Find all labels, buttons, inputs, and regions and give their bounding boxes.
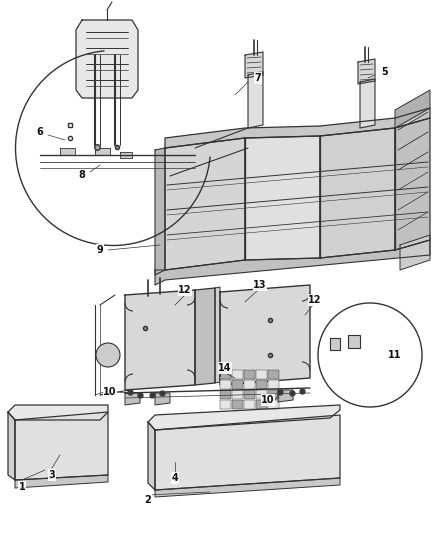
- Polygon shape: [125, 290, 195, 390]
- Polygon shape: [395, 118, 430, 250]
- Text: 8: 8: [78, 170, 85, 180]
- Polygon shape: [220, 390, 231, 399]
- Text: 9: 9: [97, 245, 103, 255]
- Polygon shape: [155, 240, 430, 285]
- Text: 1: 1: [19, 482, 25, 492]
- Text: 12: 12: [308, 295, 322, 305]
- Polygon shape: [232, 370, 243, 379]
- Polygon shape: [232, 390, 243, 399]
- Text: 2: 2: [145, 495, 152, 505]
- Text: 10: 10: [261, 395, 275, 405]
- Polygon shape: [268, 390, 279, 399]
- Polygon shape: [220, 380, 231, 389]
- Polygon shape: [330, 338, 340, 350]
- Polygon shape: [220, 370, 231, 379]
- Text: 7: 7: [254, 73, 261, 83]
- Text: 3: 3: [49, 470, 55, 480]
- Polygon shape: [195, 288, 215, 385]
- Polygon shape: [155, 415, 340, 490]
- Text: 4: 4: [172, 473, 178, 483]
- Polygon shape: [8, 405, 108, 420]
- Polygon shape: [232, 380, 243, 389]
- Polygon shape: [15, 475, 108, 488]
- Polygon shape: [245, 52, 263, 78]
- Polygon shape: [278, 390, 293, 402]
- Polygon shape: [60, 148, 75, 155]
- Text: 6: 6: [37, 127, 43, 137]
- Polygon shape: [95, 148, 110, 155]
- Polygon shape: [244, 390, 255, 399]
- Polygon shape: [165, 108, 430, 148]
- Text: 13: 13: [253, 280, 267, 290]
- Polygon shape: [244, 400, 255, 409]
- Polygon shape: [395, 90, 430, 128]
- Polygon shape: [268, 380, 279, 389]
- Polygon shape: [155, 393, 170, 405]
- Polygon shape: [220, 400, 231, 409]
- Circle shape: [318, 303, 422, 407]
- Polygon shape: [245, 136, 320, 260]
- Text: 10: 10: [103, 387, 117, 397]
- Polygon shape: [256, 400, 267, 409]
- Polygon shape: [348, 335, 360, 348]
- Polygon shape: [268, 370, 279, 379]
- Text: 11: 11: [388, 350, 402, 360]
- Polygon shape: [358, 59, 375, 84]
- Polygon shape: [248, 72, 263, 128]
- Polygon shape: [256, 370, 267, 379]
- Polygon shape: [244, 370, 255, 379]
- Circle shape: [96, 343, 120, 367]
- Polygon shape: [76, 20, 138, 98]
- Polygon shape: [148, 405, 340, 430]
- Polygon shape: [15, 412, 108, 480]
- Polygon shape: [148, 422, 155, 490]
- Polygon shape: [125, 393, 140, 405]
- Text: 12: 12: [178, 285, 192, 295]
- Polygon shape: [8, 412, 15, 480]
- Polygon shape: [400, 235, 430, 270]
- Polygon shape: [215, 287, 220, 383]
- Polygon shape: [155, 148, 165, 275]
- Polygon shape: [120, 152, 132, 158]
- Text: 5: 5: [381, 67, 389, 77]
- Polygon shape: [256, 390, 267, 399]
- Polygon shape: [256, 380, 267, 389]
- Polygon shape: [268, 400, 279, 409]
- Polygon shape: [320, 128, 395, 258]
- Text: 14: 14: [218, 363, 232, 373]
- Polygon shape: [220, 285, 310, 385]
- Polygon shape: [232, 400, 243, 409]
- Polygon shape: [155, 478, 340, 497]
- Polygon shape: [244, 380, 255, 389]
- Polygon shape: [165, 138, 245, 270]
- Polygon shape: [360, 79, 375, 128]
